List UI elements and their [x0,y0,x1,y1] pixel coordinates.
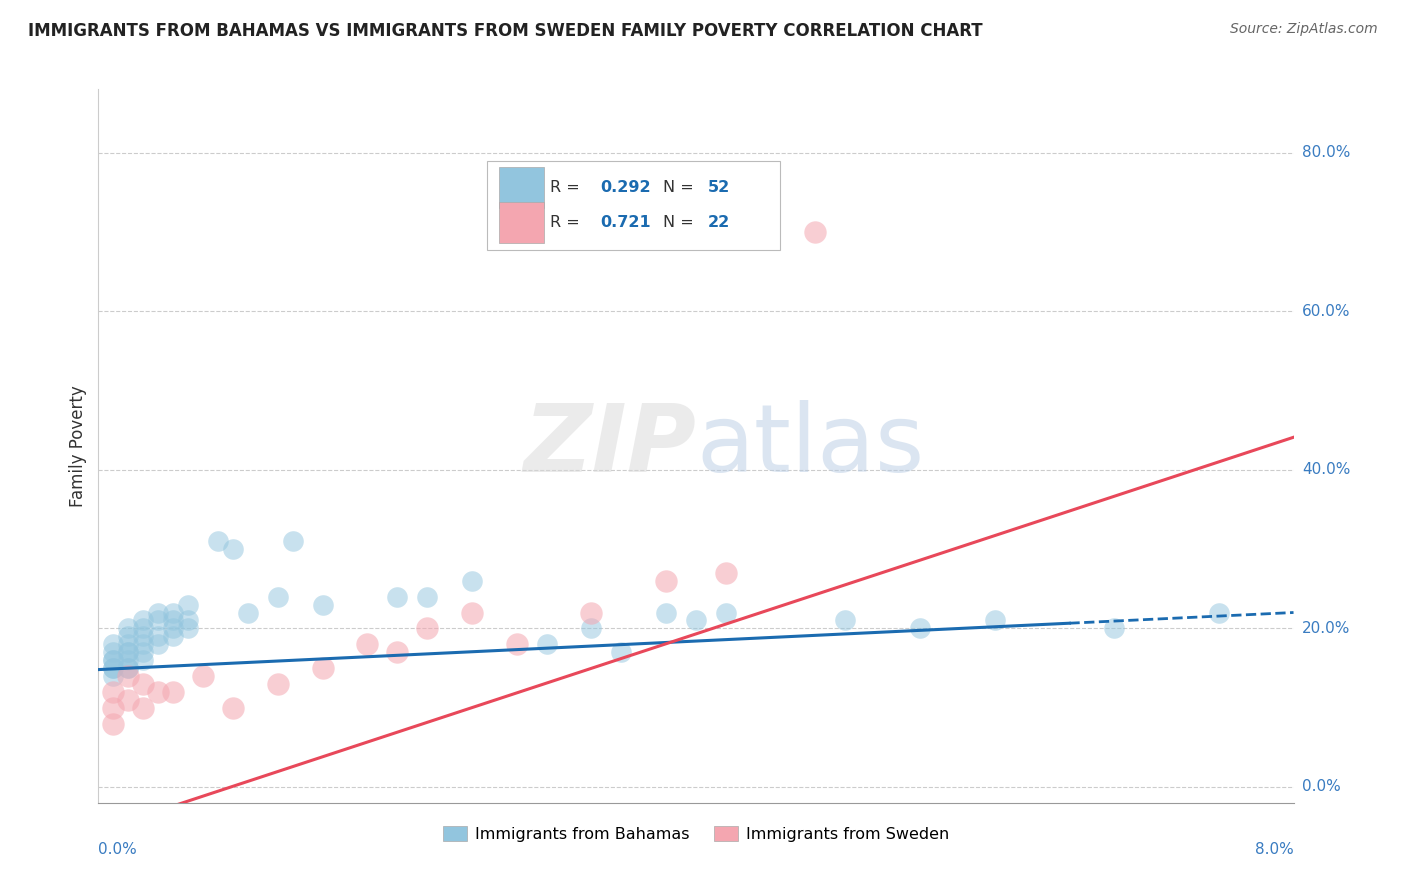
Text: 0.0%: 0.0% [98,842,138,857]
Point [103,653,125,667]
Point [236,606,259,620]
Point [222,542,245,557]
Point [177,614,200,628]
Point [416,590,439,604]
Point [385,590,409,604]
Point [117,669,139,683]
Point [581,621,603,635]
Text: R =: R = [550,215,585,230]
Point [177,598,200,612]
Point [103,645,125,659]
Point [311,598,333,612]
Legend: Immigrants from Bahamas, Immigrants from Sweden: Immigrants from Bahamas, Immigrants from… [437,820,955,848]
Point [461,606,484,620]
Text: 0.292: 0.292 [600,180,651,195]
Text: 40.0%: 40.0% [1302,462,1350,477]
Point [132,645,155,659]
Point [311,661,333,675]
FancyBboxPatch shape [499,202,544,244]
Point [461,574,484,588]
Text: 20.0%: 20.0% [1302,621,1350,636]
Point [103,685,125,699]
Point [117,645,139,659]
Point [162,606,184,620]
Point [148,637,170,651]
Point [804,225,827,239]
Point [685,614,707,628]
Point [162,629,184,643]
Point [117,629,139,643]
Point [117,621,139,635]
Point [581,606,603,620]
Y-axis label: Family Poverty: Family Poverty [69,385,87,507]
Point [148,685,170,699]
Text: 0.721: 0.721 [600,215,651,230]
Point [103,653,125,667]
Point [132,653,155,667]
Point [714,606,737,620]
Point [356,637,378,651]
Text: R =: R = [550,180,585,195]
Text: IMMIGRANTS FROM BAHAMAS VS IMMIGRANTS FROM SWEDEN FAMILY POVERTY CORRELATION CHA: IMMIGRANTS FROM BAHAMAS VS IMMIGRANTS FR… [28,22,983,40]
Text: 8.0%: 8.0% [1254,842,1294,857]
Point [536,637,558,651]
Point [103,700,125,714]
Point [148,629,170,643]
Text: atlas: atlas [696,400,924,492]
Point [191,669,214,683]
Point [162,614,184,628]
Point [148,614,170,628]
Text: 22: 22 [709,215,730,230]
Point [132,700,155,714]
Point [132,637,155,651]
Point [1208,606,1230,620]
Text: N =: N = [662,215,699,230]
Point [117,653,139,667]
Point [132,677,155,691]
Text: N =: N = [662,180,699,195]
Point [222,700,245,714]
Point [984,614,1007,628]
Point [385,645,409,659]
Text: 80.0%: 80.0% [1302,145,1350,161]
Point [177,621,200,635]
Text: 0.0%: 0.0% [1302,780,1340,795]
Point [267,590,290,604]
Point [103,661,125,675]
Point [267,677,290,691]
Point [834,614,856,628]
Point [655,606,678,620]
Point [132,621,155,635]
Text: ZIP: ZIP [523,400,696,492]
Point [103,661,125,675]
Point [117,661,139,675]
Point [207,534,229,549]
Point [117,645,139,659]
Point [908,621,931,635]
Text: Source: ZipAtlas.com: Source: ZipAtlas.com [1230,22,1378,37]
Text: 60.0%: 60.0% [1302,303,1350,318]
Point [103,637,125,651]
Point [655,574,678,588]
Point [117,661,139,675]
FancyBboxPatch shape [486,161,780,250]
Point [714,566,737,580]
Point [506,637,529,651]
Point [132,614,155,628]
Point [610,645,633,659]
Point [281,534,304,549]
FancyBboxPatch shape [499,167,544,209]
Point [1104,621,1126,635]
Point [162,621,184,635]
Point [117,692,139,706]
Point [117,637,139,651]
Point [132,629,155,643]
Point [148,606,170,620]
Point [103,716,125,731]
Point [416,621,439,635]
Point [103,669,125,683]
Point [162,685,184,699]
Text: 52: 52 [709,180,730,195]
